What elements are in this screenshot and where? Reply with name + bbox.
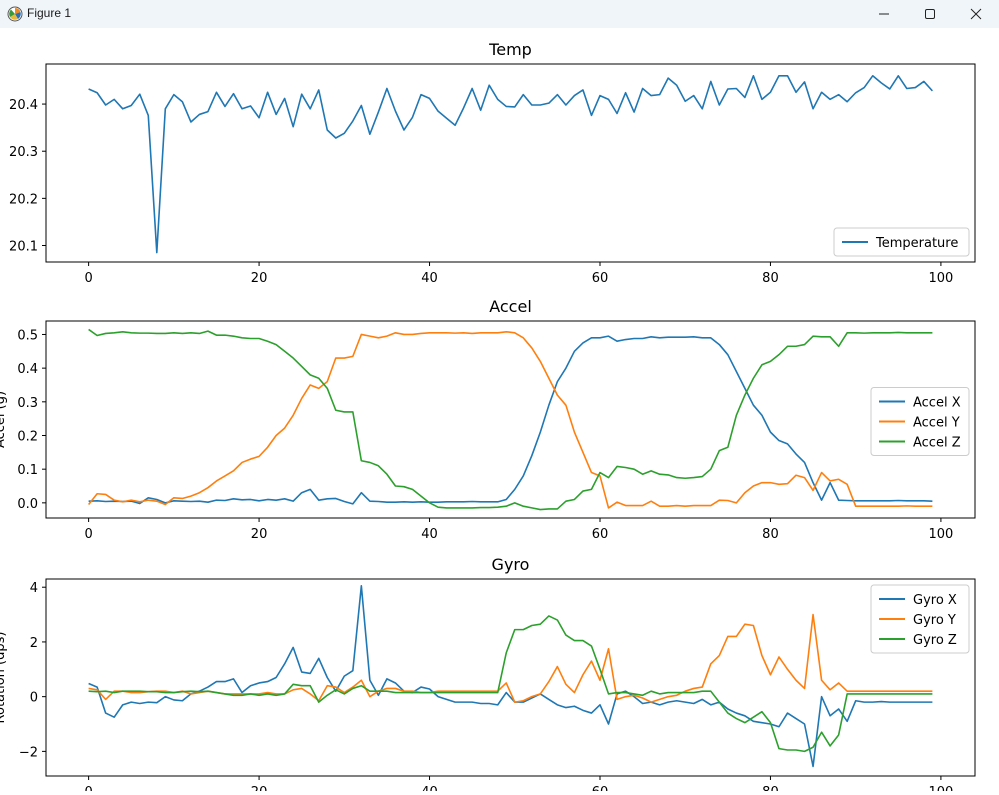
gyro-title: Gyro [492,555,530,574]
accel-legend: Accel X Accel Y Accel Z [870,387,970,456]
gyro-ytick-label: 2 [30,636,38,651]
gyro-series-gyro-z [88,615,933,753]
close-icon [970,8,982,20]
accel-ylabel: Accel (g) [0,391,8,448]
accel-legend-box [870,387,970,456]
gyro-axes-frame [45,578,976,777]
accel-series-accel-x [88,335,933,505]
gyro-legend-label-gyro-y: Gyro Y [913,613,956,628]
gyro-ytick-label: −2 [19,745,38,760]
gyro-xtick-label: 0 [84,785,92,791]
accel-axes-frame [45,320,976,519]
temp-xtick-label: 40 [421,271,438,286]
temp-ytick-label: 20.3 [9,145,38,160]
close-button[interactable] [953,0,999,28]
accel-ytick-label: 0.0 [17,497,38,512]
minimize-icon [879,13,889,15]
temp-xtick-label: 80 [762,271,779,286]
gyro-xtick-label: 20 [251,785,268,791]
gyro-legend-label-gyro-x: Gyro X [913,593,957,608]
gyro-series-gyro-x [88,585,933,768]
accel-series-accel-y [87,330,933,509]
accel-ytick-label: 0.2 [17,429,38,444]
gyro-chart: Gyro 0 20 40 60 80 100 −2 0 2 4 Rotation (dps) Gyro … [0,555,976,795]
gyro-legend-box [870,584,970,654]
gyro-ytick-label: 0 [30,691,38,706]
gyro-ylabel: Rotation (dps) [0,632,8,724]
gyro-xtick-label: 40 [421,785,438,791]
accel-xtick-label: 80 [762,527,779,542]
accel-xtick-label: 0 [84,527,92,542]
gyro-xtick-label: 60 [592,785,609,791]
minimize-button[interactable] [861,0,907,28]
temp-axes-frame [45,63,976,263]
gyro-xtick-label: 100 [928,785,953,791]
accel-ytick-label: 0.3 [17,396,38,411]
accel-legend-label-accel-x: Accel X [913,396,961,411]
temp-ytick-label: 20.2 [9,192,38,207]
temp-series-temperature [88,74,933,254]
accel-legend-label-accel-y: Accel Y [913,416,960,431]
figure-canvas[interactable]: Temp 0 20 40 60 80 100 20.1 20.2 20.3 20.4 Temperat… [0,28,999,795]
accel-xtick-label: 100 [928,527,953,542]
matplotlib-figure-icon [7,6,23,22]
gyro-legend-label-gyro-z: Gyro Z [913,633,957,648]
accel-ytick-label: 0.1 [17,463,38,478]
window-title: Figure 1 [27,6,72,20]
accel-series-accel-z [88,328,933,511]
gyro-series-gyro-y [88,613,933,703]
gyro-xtick-label: 80 [762,785,779,791]
window-titlebar: Figure 1 [0,0,999,28]
temp-xtick-label: 60 [592,271,609,286]
accel-ytick-label: 0.5 [17,328,38,343]
maximize-icon [925,9,935,19]
accel-xtick-label: 40 [421,527,438,542]
accel-ytick-label: 0.4 [17,362,38,377]
temp-xtick-label: 100 [928,271,953,286]
temp-xtick-label: 20 [251,271,268,286]
maximize-button[interactable] [907,0,953,28]
temp-chart: Temp 0 20 40 60 80 100 20.1 20.2 20.3 20.4 Temperat… [9,40,976,286]
accel-legend-label-accel-z: Accel Z [913,436,961,451]
temp-legend-label-temperature: Temperature [875,236,958,251]
accel-title: Accel [489,297,532,316]
accel-xtick-label: 60 [592,527,609,542]
gyro-ytick-label: 4 [30,581,38,596]
temp-title: Temp [488,40,532,59]
temp-ytick-label: 20.1 [9,240,38,255]
temp-legend: Temperature [833,227,970,257]
accel-xtick-label: 20 [251,527,268,542]
temp-xtick-label: 0 [84,271,92,286]
temp-ytick-label: 20.4 [9,98,38,113]
temp-legend-box [833,227,970,257]
gyro-legend: Gyro X Gyro Y Gyro Z [870,584,970,654]
accel-chart: Accel 0 20 40 60 80 100 0.0 0.1 0.2 0.3 0.4 0.5 Accel… [0,297,976,542]
